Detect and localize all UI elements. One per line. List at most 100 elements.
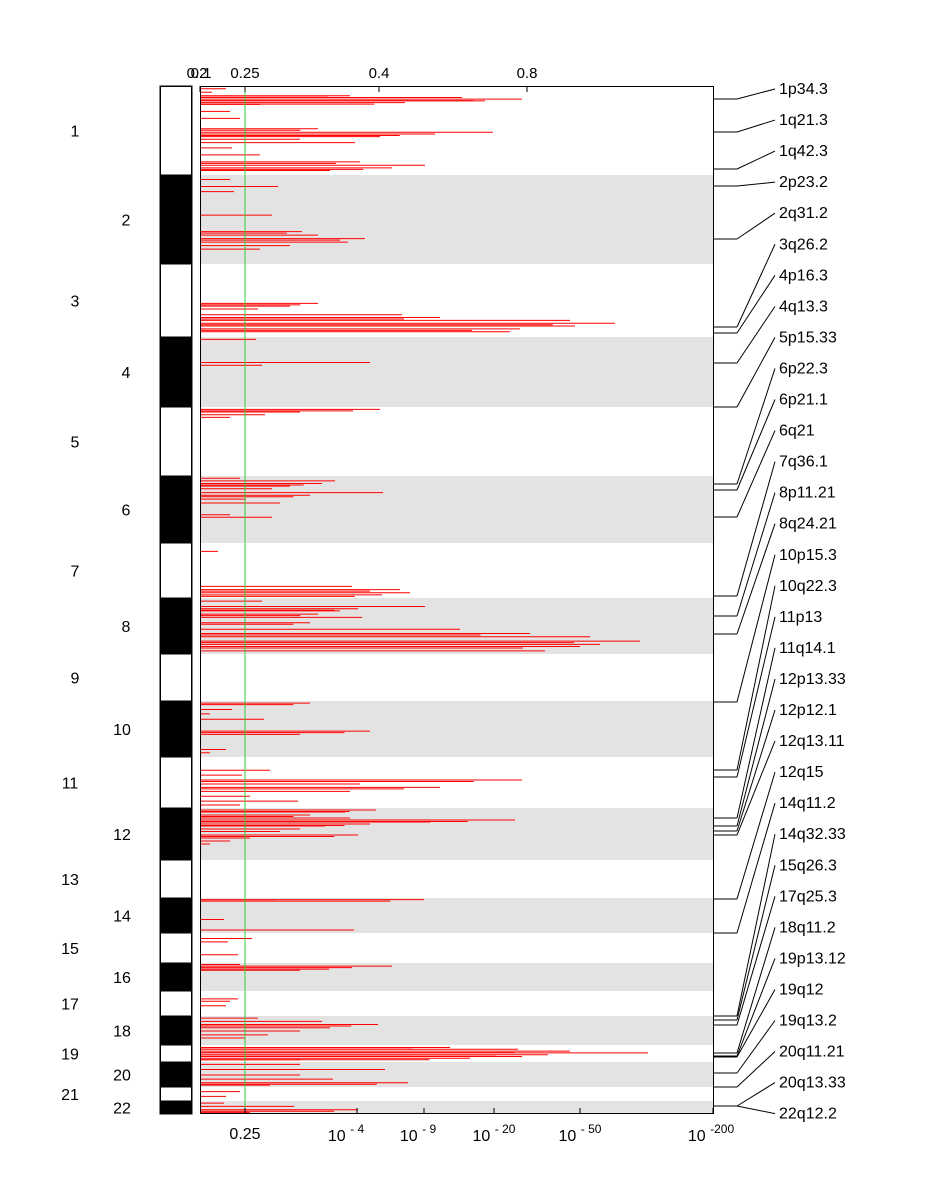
chromosome-label-11: 11 — [62, 776, 79, 793]
bottom-tick-exp-1: - 4 — [350, 1122, 364, 1136]
chromosome-label-1: 1 — [71, 124, 80, 141]
score-bars-layer — [201, 88, 648, 1113]
peak-leader-11q14.1 — [736, 647, 776, 819]
ideogram-block-2 — [159, 174, 193, 265]
peak-leader-20q11.21 — [736, 1051, 776, 1088]
peak-leader-6q21 — [736, 430, 776, 518]
bottom-tick-label-2: 10 - 9 — [400, 1122, 437, 1145]
chromosome-label-4: 4 — [122, 365, 131, 382]
chr-band-4 — [201, 337, 713, 407]
ideogram-frame — [160, 86, 192, 1114]
peak-leader-12q15 — [736, 771, 776, 900]
peak-label-5p15.33: 5p15.33 — [779, 329, 837, 346]
chromosome-ideogram — [159, 85, 193, 1115]
chromosome-label-18: 18 — [113, 1024, 131, 1041]
ideogram-block-9 — [159, 653, 193, 702]
ideogram-block-7 — [159, 542, 193, 599]
ideogram-block-22 — [159, 1100, 193, 1115]
chromosome-label-10: 10 — [113, 722, 131, 739]
peak-leader-4q13.3 — [736, 306, 776, 364]
ideogram-block-8 — [159, 597, 193, 655]
ideogram-block-13 — [159, 859, 193, 899]
chromosome-label-19: 19 — [61, 1047, 79, 1064]
peak-leader-2q31.2 — [736, 212, 776, 240]
peak-leader-6p21.1 — [736, 399, 776, 491]
peak-label-1p34.3: 1p34.3 — [779, 81, 828, 98]
chr-band-10 — [201, 701, 713, 757]
chromosome-label-20: 20 — [113, 1068, 131, 1085]
peak-label-4p16.3: 4p16.3 — [779, 267, 828, 284]
ideogram-block-19 — [159, 1044, 193, 1063]
peak-leader-20q13.33 — [736, 1082, 776, 1107]
ideogram-block-5 — [159, 406, 193, 477]
chromosome-label-22: 22 — [113, 1101, 131, 1118]
ideogram-block-21 — [159, 1086, 193, 1102]
bottom-tick-base-1: 10 — [328, 1128, 346, 1145]
ideogram-block-10 — [159, 700, 193, 758]
ideogram-block-14 — [159, 897, 193, 934]
ideogram-block-1 — [159, 85, 193, 176]
ideogram-block-18 — [159, 1015, 193, 1046]
ideogram-block-20 — [159, 1061, 193, 1088]
peak-leader-19p13.12 — [736, 958, 776, 1057]
peak-label-1q42.3: 1q42.3 — [779, 143, 828, 160]
peak-label-10q22.3: 10q22.3 — [779, 578, 837, 595]
chr-band-18 — [201, 1016, 713, 1045]
peak-label-15q26.3: 15q26.3 — [779, 857, 837, 874]
bottom-tick-exp-3: - 20 — [495, 1122, 516, 1136]
peak-leader-10q22.3 — [736, 585, 776, 771]
chromosome-label-17: 17 — [61, 997, 79, 1014]
bottom-tick-exp-4: - 50 — [581, 1122, 602, 1136]
peak-leader-12p13.33 — [736, 678, 776, 827]
bottom-tick-base-2: 10 — [400, 1128, 418, 1145]
plot-frame — [200, 86, 714, 1114]
peak-label-19q13.2: 19q13.2 — [779, 1013, 837, 1030]
chr-band-14 — [201, 898, 713, 933]
chromosome-bands-layer — [201, 175, 713, 1114]
peak-leader-22q12.2 — [736, 1105, 776, 1115]
peak-label-12p13.33: 12p13.33 — [779, 671, 846, 688]
peak-label-10p15.3: 10p15.3 — [779, 547, 837, 564]
peak-label-11q14.1: 11q14.1 — [779, 640, 836, 657]
peak-leader-14q11.2 — [736, 803, 776, 934]
peak-label-3q26.2: 3q26.2 — [779, 236, 828, 253]
peak-labels: 1p34.3 1q21.3 1q42.3 2p23.2 2q31.2 3q26.2 4p16… — [714, 81, 846, 1123]
peak-leader-19q13.2 — [736, 1020, 776, 1074]
bottom-tick-label-5: 10 -200 — [688, 1122, 735, 1145]
chromosome-label-12: 12 — [113, 827, 131, 844]
bottom-tick-base-4: 10 — [559, 1128, 577, 1145]
peak-label-22q12.2: 22q12.2 — [779, 1106, 837, 1123]
chromosome-label-2: 2 — [122, 213, 131, 230]
chromosome-label-13: 13 — [61, 872, 79, 889]
peak-leader-1p34.3 — [736, 88, 776, 100]
peak-label-2q31.2: 2q31.2 — [779, 205, 828, 222]
bottom-tick-label-3: 10 - 20 — [473, 1122, 516, 1145]
ideogram-block-6 — [159, 475, 193, 544]
peak-label-8p11.21: 8p11.21 — [779, 485, 836, 502]
ideogram-block-12 — [159, 807, 193, 861]
peak-leader-12q13.11 — [736, 740, 776, 836]
chr-band-6 — [201, 476, 713, 543]
peak-label-12q13.11: 12q13.11 — [779, 733, 845, 750]
peak-leader-19q12 — [736, 989, 776, 1058]
peak-leader-10p15.3 — [736, 554, 776, 703]
chr-band-22 — [201, 1101, 713, 1114]
bottom-tick-exp-5: -200 — [710, 1122, 734, 1136]
bottom-tick-exp-2: - 9 — [422, 1122, 436, 1136]
bottom-axis: 0.25 10 - 4 10 - 9 10 - 20 10 - 50 10 -2… — [229, 1108, 734, 1145]
peak-leader-11p13 — [736, 616, 776, 778]
chr-band-2 — [201, 175, 713, 264]
chromosome-label-3: 3 — [71, 294, 80, 311]
peak-label-6q21: 6q21 — [779, 423, 815, 440]
peak-label-14q11.2: 14q11.2 — [779, 795, 836, 812]
chromosome-label-6: 6 — [122, 503, 131, 520]
peak-leader-18q11.2 — [736, 927, 776, 1054]
chromosome-label-5: 5 — [71, 435, 80, 452]
peak-leader-7q36.1 — [736, 461, 776, 597]
top-tick-label-2: 0.25 — [230, 65, 259, 82]
peak-label-17q25.3: 17q25.3 — [779, 888, 837, 905]
top-axis: 0.2 0.1 0.25 0.4 0.8 — [187, 65, 538, 92]
top-tick-label-4: 0.8 — [517, 65, 538, 82]
peak-label-8q24.21: 8q24.21 — [779, 516, 837, 533]
